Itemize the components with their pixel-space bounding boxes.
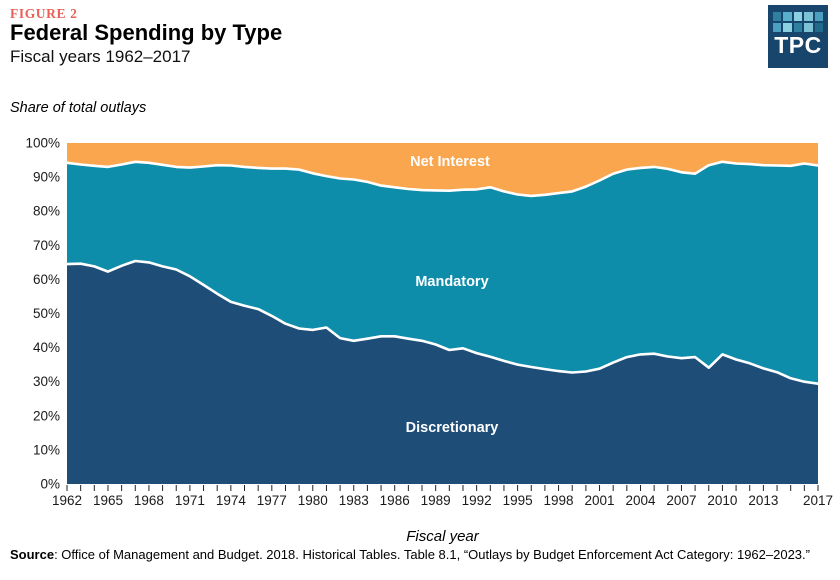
area-label-discretionary: Discretionary [406,420,499,436]
x-tick-label: 1965 [93,493,123,508]
x-tick-label: 2013 [748,493,778,508]
source-label: Source [10,547,55,562]
figure-label: FIGURE 2 [10,6,78,21]
tpc-logo-tile [804,12,813,21]
x-tick-label: 1974 [216,493,247,508]
x-tick-label: 1962 [52,493,82,508]
y-tick-label: 0% [40,477,60,492]
x-tick-label: 2017 [803,493,833,508]
area-label-net-interest: Net Interest [410,154,490,170]
y-tick-label: 50% [33,306,60,321]
tpc-logo-tile [793,23,803,32]
tpc-logo-tile [804,23,813,32]
x-tick-label: 1986 [380,493,410,508]
x-tick-label: 1989 [421,493,451,508]
series-boundary-line [65,259,820,386]
area-net-interest [67,143,818,196]
x-tick-label: 2007 [666,493,696,508]
y-tick-label: 70% [33,238,60,253]
y-tick-label: 100% [25,136,60,151]
y-tick-label: 60% [33,272,60,287]
x-tick-label: 1980 [298,493,328,508]
y-tick-label: 10% [33,442,60,457]
source-text: : Office of Management and Budget. 2018.… [54,547,810,562]
y-tick-label: 20% [33,408,60,423]
source-note: Source: Office of Management and Budget.… [10,546,826,564]
y-tick-label: 30% [33,374,60,389]
x-tick-label: 1992 [462,493,492,508]
tpc-logo-tile [814,23,823,32]
tpc-logo-tiles-icon [773,12,823,32]
tpc-logo-text: TPC [774,32,822,58]
tpc-logo: TPC [768,5,828,68]
y-axis-unit-label: Share of total outlays [10,100,147,116]
tpc-logo-tile [814,12,823,21]
page-title: Federal Spending by Type [10,20,283,45]
x-tick-label: 2010 [707,493,737,508]
area-discretionary [67,261,818,484]
tpc-logo-tile [793,12,803,21]
x-tick-label: 2001 [585,493,615,508]
x-tick-label: 2004 [625,493,656,508]
tpc-logo-tile [773,12,782,21]
y-tick-label: 40% [33,340,60,355]
tpc-logo-tile [783,23,792,32]
x-tick-label: 1995 [503,493,533,508]
figure-subtitle: Fiscal years 1962–2017 [10,47,191,66]
y-tick-label: 80% [33,204,60,219]
area-mandatory [67,161,818,384]
y-tick-label: 90% [33,170,60,185]
tpc-logo-tile [783,12,792,21]
tpc-logo-tile [773,23,782,32]
x-tick-label: 1998 [544,493,574,508]
x-tick-label: 1968 [134,493,164,508]
x-tick-label: 1971 [175,493,205,508]
x-tick-label: 1977 [257,493,287,508]
x-tick-label: 1983 [339,493,369,508]
x-axis-title: Fiscal year [406,528,479,545]
area-label-mandatory: Mandatory [415,274,488,290]
series-boundary-line [65,160,820,198]
